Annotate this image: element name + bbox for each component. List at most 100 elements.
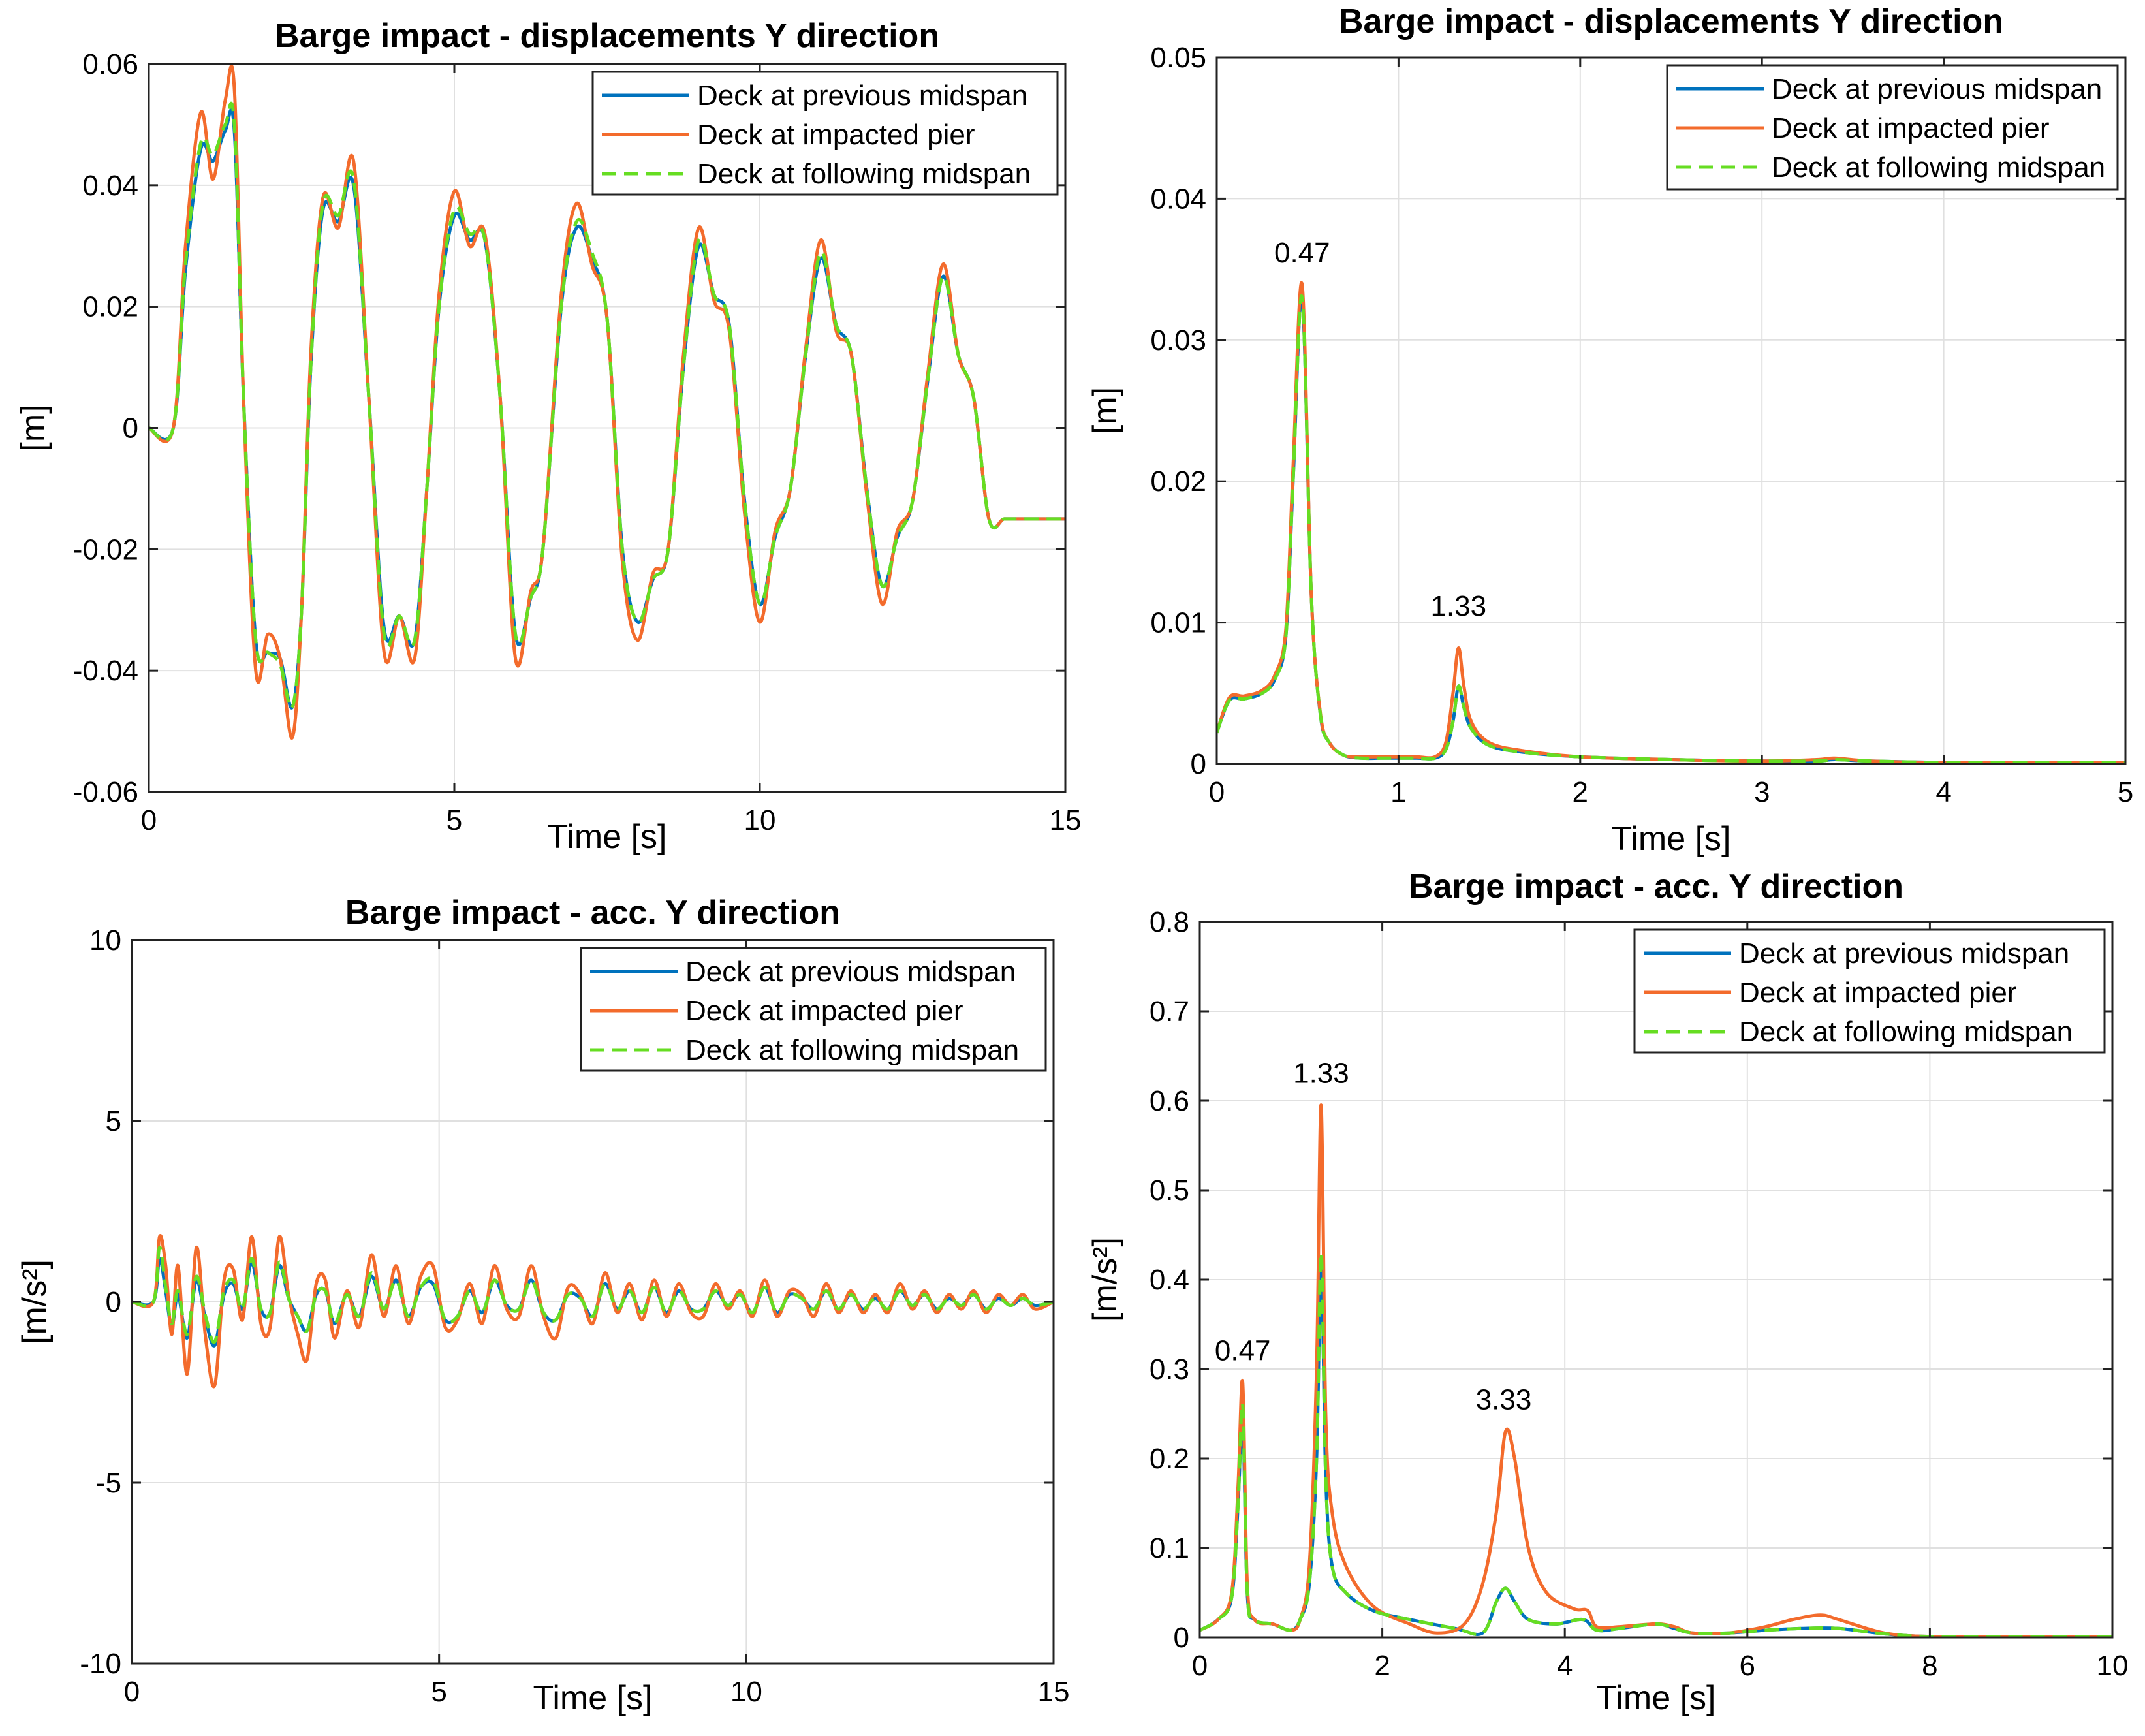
x-tick-label: 1 [1390,776,1406,808]
y-axis-label: [m] [1086,387,1124,434]
y-tick-label: 0.6 [1150,1085,1189,1117]
y-tick-label: -0.02 [73,533,138,565]
legend-label-2: Deck at impacted pier [1772,112,2050,144]
chart-title: Barge impact - displacements Y direction [275,17,939,55]
series-line-1 [1200,1260,2112,1637]
series-line-3 [149,101,1065,710]
x-axis-label: Time [s] [1597,1679,1716,1717]
legend-label-3: Deck at following midspan [1772,151,2105,183]
grid-lines [1217,57,2125,764]
annotation-label: 0.47 [1274,237,1330,269]
grid-lines [1200,922,2112,1637]
series-line-3 [1217,294,2125,764]
x-tick-label: 15 [1050,804,1082,836]
y-tick-label: 0.02 [82,291,138,323]
y-tick-label: 0.01 [1150,607,1206,639]
x-tick-label: 5 [431,1676,446,1708]
y-tick-label: 0 [1191,748,1206,780]
series-group [1217,281,2125,764]
x-axis-label: Time [s] [548,818,667,856]
annotation-label: 0.47 [1215,1334,1271,1366]
y-tick-label: 0.3 [1150,1353,1189,1385]
legend-label-3: Deck at following midspan [685,1034,1019,1066]
y-tick-label: -0.06 [73,776,138,808]
legend-label-3: Deck at following midspan [1739,1016,2073,1048]
legend-label-1: Deck at previous midspan [685,956,1016,988]
legend: Deck at previous midspan Deck at impacted… [580,947,1047,1072]
y-tick-label: 0.03 [1150,324,1206,356]
x-tick-label: 10 [744,804,776,836]
x-tick-label: 15 [1038,1676,1070,1708]
series-line-2 [1217,281,2125,764]
y-tick-label: -10 [80,1648,121,1680]
y-tick-label: 0.06 [82,48,138,80]
legend-label-2: Deck at impacted pier [697,119,975,151]
x-tick-label: 4 [1935,776,1951,808]
y-tick-label: 10 [89,924,121,956]
x-tick-label: 0 [124,1676,140,1708]
series-line-2 [132,1234,1054,1389]
y-tick-label: -5 [96,1467,121,1499]
y-tick-label: -0.04 [73,655,138,687]
x-tick-label: 5 [446,804,462,836]
y-tick-label: 0 [1174,1622,1189,1654]
legend-label-3: Deck at following midspan [697,158,1031,190]
y-tick-label: 0.4 [1150,1264,1189,1296]
chart-3: 0 5 10 15 -10 -5 0 5 10 Barge impact - acc. Y dir… [16,894,1069,1717]
legend-label-1: Deck at previous midspan [1772,73,2102,105]
chart-1: 0 5 10 15 -0.06 -0.04 -0.02 0 0.02 0.04 0.06 Barge … [14,17,1081,856]
x-tick-label: 10 [730,1676,762,1708]
x-tick-label: 0 [1192,1650,1208,1682]
y-tick-label: 0.05 [1150,42,1206,74]
y-tick-label: 0.1 [1150,1532,1189,1564]
series-line-1 [149,108,1065,710]
series-line-3 [1200,1251,2112,1637]
y-axis-label: [m] [14,404,52,451]
series-group [149,64,1065,740]
x-tick-label: 10 [2097,1650,2129,1682]
y-tick-label: 0.02 [1150,466,1206,497]
y-tick-label: 0.5 [1150,1175,1189,1207]
chart-title: Barge impact - acc. Y direction [1409,868,1903,906]
y-axis-label: [m/s²] [1086,1237,1124,1322]
chart-2: 0 1 2 3 4 5 0 0.01 0.02 0.03 0.04 0.05 Barge impact … [1086,3,2133,858]
y-tick-label: 5 [106,1105,121,1137]
x-tick-label: 0 [1209,776,1225,808]
y-tick-label: 0 [123,413,138,445]
series-line-1 [1217,294,2125,764]
legend: Deck at previous midspan Deck at impacted… [1666,64,2119,191]
y-tick-label: 0.8 [1150,906,1189,938]
chart-title: Barge impact - acc. Y direction [345,894,840,932]
legend: Deck at previous midspan Deck at impacted… [591,71,1059,196]
series-group [1200,1103,2112,1637]
annotation-label: 3.33 [1476,1384,1532,1416]
x-tick-label: 4 [1557,1650,1573,1682]
x-axis-label: Time [s] [1612,820,1731,858]
chart-4: 0 2 4 6 8 10 0 0.1 0.2 0.3 0.4 0.5 0.6 0.7 0.8 Barge im… [1086,868,2128,1717]
y-tick-label: 0.2 [1150,1443,1189,1475]
legend-label-1: Deck at previous midspan [1739,938,2069,970]
y-tick-label: 0.7 [1150,996,1189,1028]
legend: Deck at previous midspan Deck at impacted… [1633,928,2106,1054]
legend-label-2: Deck at impacted pier [1739,977,2017,1009]
annotation-label: 1.33 [1293,1058,1349,1090]
legend-label-1: Deck at previous midspan [697,80,1027,112]
annotation-label: 1.33 [1430,590,1486,622]
y-tick-label: 0.04 [82,170,138,202]
x-tick-label: 6 [1740,1650,1755,1682]
series-line-3 [132,1246,1054,1344]
x-tick-label: 3 [1754,776,1770,808]
x-tick-label: 8 [1922,1650,1937,1682]
y-tick-label: 0 [106,1286,121,1318]
y-axis-label: [m/s²] [16,1259,54,1344]
x-tick-label: 5 [2118,776,2133,808]
legend-label-2: Deck at impacted pier [685,995,963,1027]
x-tick-label: 0 [141,804,157,836]
x-tick-label: 2 [1374,1650,1390,1682]
chart-title: Barge impact - displacements Y direction [1339,3,2003,40]
series-group [132,1234,1054,1389]
series-line-2 [1200,1103,2112,1637]
plot-frame [1215,56,2127,765]
x-tick-label: 2 [1573,776,1588,808]
